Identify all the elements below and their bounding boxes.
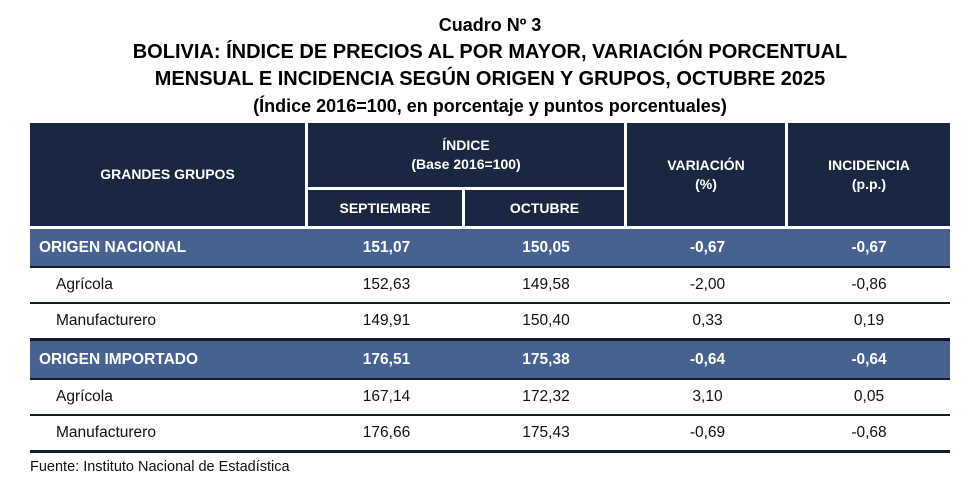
header-indice-line2: (Base 2016=100) bbox=[411, 156, 521, 172]
price-index-table: GRANDES GRUPOS ÍNDICE (Base 2016=100) SE… bbox=[30, 123, 950, 453]
row-label: Agrícola bbox=[56, 276, 113, 293]
row-label: Manufacturero bbox=[56, 424, 156, 441]
cell-septiembre: 152,63 bbox=[362, 276, 411, 293]
header-indice-line1: ÍNDICE bbox=[442, 137, 490, 154]
cell-variacion: -0,69 bbox=[689, 424, 726, 441]
cell-variacion: -0,67 bbox=[689, 238, 726, 256]
cell-septiembre: 151,07 bbox=[362, 238, 411, 256]
cell-septiembre: 149,91 bbox=[362, 312, 411, 329]
cell-incidencia: 0,19 bbox=[853, 312, 885, 329]
header-incidencia: INCIDENCIA (p.p.) bbox=[788, 123, 950, 226]
cell-septiembre: 176,51 bbox=[362, 350, 411, 368]
table-row-nacional-agricola: Agrícola 152,63 149,58 -2,00 -0,86 bbox=[30, 268, 950, 304]
row-label: Agrícola bbox=[56, 388, 113, 405]
cell-septiembre: 176,66 bbox=[362, 424, 411, 441]
cell-variacion: 0,33 bbox=[692, 312, 723, 329]
cell-octubre: 150,40 bbox=[522, 312, 570, 329]
table-row-origen-importado: ORIGEN IMPORTADO 176,51 175,38 -0,64 -0,… bbox=[30, 341, 950, 380]
header-septiembre: SEPTIEMBRE bbox=[308, 190, 465, 226]
cell-incidencia: -0,64 bbox=[851, 350, 887, 368]
cell-incidencia: -0,68 bbox=[851, 424, 887, 441]
table-title-block: Cuadro Nº 3 BOLIVIA: ÍNDICE DE PRECIOS A… bbox=[0, 0, 980, 119]
table-main-title-line2: MENSUAL E INCIDENCIA SEGÚN ORIGEN Y GRUP… bbox=[154, 68, 826, 90]
header-grandes-grupos: GRANDES GRUPOS bbox=[30, 123, 308, 226]
header-grandes-grupos-label: GRANDES GRUPOS bbox=[100, 166, 235, 183]
cell-incidencia: -0,86 bbox=[851, 276, 887, 293]
row-label: ORIGEN IMPORTADO bbox=[39, 350, 199, 368]
cell-variacion: -0,64 bbox=[689, 350, 726, 368]
table-row-importado-agricola: Agrícola 167,14 172,32 3,10 0,05 bbox=[30, 380, 950, 416]
table-header: GRANDES GRUPOS ÍNDICE (Base 2016=100) SE… bbox=[30, 123, 950, 226]
cell-octubre: 149,58 bbox=[522, 276, 570, 293]
row-label: Manufacturero bbox=[56, 312, 156, 329]
cell-incidencia: 0,05 bbox=[853, 388, 885, 405]
header-septiembre-label: SEPTIEMBRE bbox=[339, 199, 431, 216]
cell-variacion: 3,10 bbox=[692, 388, 723, 405]
table-row-importado-manufacturero: Manufacturero 176,66 175,43 -0,69 -0,68 bbox=[30, 416, 950, 453]
cell-incidencia: -0,67 bbox=[851, 238, 887, 256]
table-main-title-line1: BOLIVIA: ÍNDICE DE PRECIOS AL POR MAYOR,… bbox=[132, 41, 848, 63]
header-octubre-label: OCTUBRE bbox=[509, 199, 580, 216]
table-number-title: Cuadro Nº 3 bbox=[438, 15, 542, 35]
cell-octubre: 150,05 bbox=[522, 238, 570, 256]
cell-octubre: 175,38 bbox=[522, 350, 570, 368]
header-octubre: OCTUBRE bbox=[465, 190, 627, 226]
table-row-nacional-manufacturero: Manufacturero 149,91 150,40 0,33 0,19 bbox=[30, 304, 950, 341]
header-incidencia-line1: INCIDENCIA bbox=[828, 156, 910, 173]
header-incidencia-line2: (p.p.) bbox=[851, 175, 887, 192]
cell-octubre: 175,43 bbox=[522, 424, 570, 441]
cell-variacion: -2,00 bbox=[689, 276, 726, 293]
table-row-origen-nacional: ORIGEN NACIONAL 151,07 150,05 -0,67 -0,6… bbox=[30, 229, 950, 268]
table-subtitle: (Índice 2016=100, en porcentaje y puntos… bbox=[253, 96, 727, 116]
row-label: ORIGEN NACIONAL bbox=[39, 238, 187, 256]
header-variacion-line1: VARIACIÓN bbox=[667, 156, 745, 173]
source-note: Fuente: Instituto Nacional de Estadístic… bbox=[30, 459, 290, 475]
header-indice: ÍNDICE (Base 2016=100) bbox=[308, 123, 627, 190]
cell-octubre: 172,32 bbox=[522, 388, 570, 405]
cell-septiembre: 167,14 bbox=[362, 388, 411, 405]
header-variacion-line2: (%) bbox=[695, 175, 717, 192]
header-variacion: VARIACIÓN (%) bbox=[627, 123, 788, 226]
